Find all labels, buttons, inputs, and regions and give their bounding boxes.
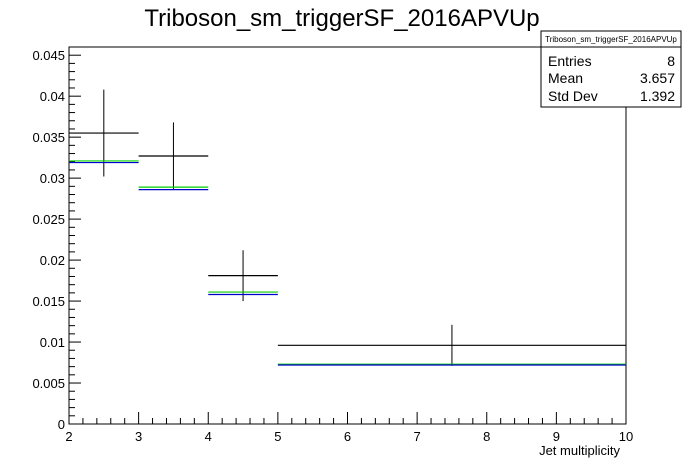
y-tick-label: 0.04 [40,89,65,104]
x-tick-label: 2 [65,429,72,444]
x-tick-label: 6 [344,429,351,444]
x-tick-label: 3 [135,429,142,444]
x-tick-label: 5 [274,429,281,444]
stats-stddev-value: 1.392 [640,88,675,104]
y-tick-label: 0.025 [32,212,65,227]
chart-title: Triboson_sm_triggerSF_2016APVUp [144,5,539,32]
x-tick-label: 8 [483,429,490,444]
x-tick-label: 10 [619,429,633,444]
x-tick-label: 4 [205,429,212,444]
stats-box-title: Triboson_sm_triggerSF_2016APVUp [545,35,677,44]
stats-box: Triboson_sm_triggerSF_2016APVUp Entries … [540,30,682,108]
stats-stddev-label: Std Dev [548,88,598,104]
y-tick-label: 0.035 [32,130,65,145]
x-tick-label: 9 [553,429,560,444]
stats-mean-label: Mean [548,70,583,86]
x-tick-label: 7 [414,429,421,444]
y-tick-label: 0.045 [32,48,65,63]
y-tick-label: 0.015 [32,294,65,309]
x-axis-title: Jet multiplicity [539,443,620,458]
y-tick-label: 0.03 [40,171,65,186]
y-tick-label: 0.01 [40,335,65,350]
plot-area: 2 3 4 5 6 7 8 9 10 0 0.005 0.01 0.015 0.02 0.025 0.03 0.… [32,46,633,444]
stats-mean-value: 3.657 [640,70,675,86]
y-tick-label: 0.02 [40,253,65,268]
stats-entries-value: 8 [667,53,675,69]
y-tick-label: 0.005 [32,376,65,391]
y-tick-label: 0 [58,417,65,432]
stats-box-frame [540,30,682,108]
stats-entries-label: Entries [548,53,592,69]
